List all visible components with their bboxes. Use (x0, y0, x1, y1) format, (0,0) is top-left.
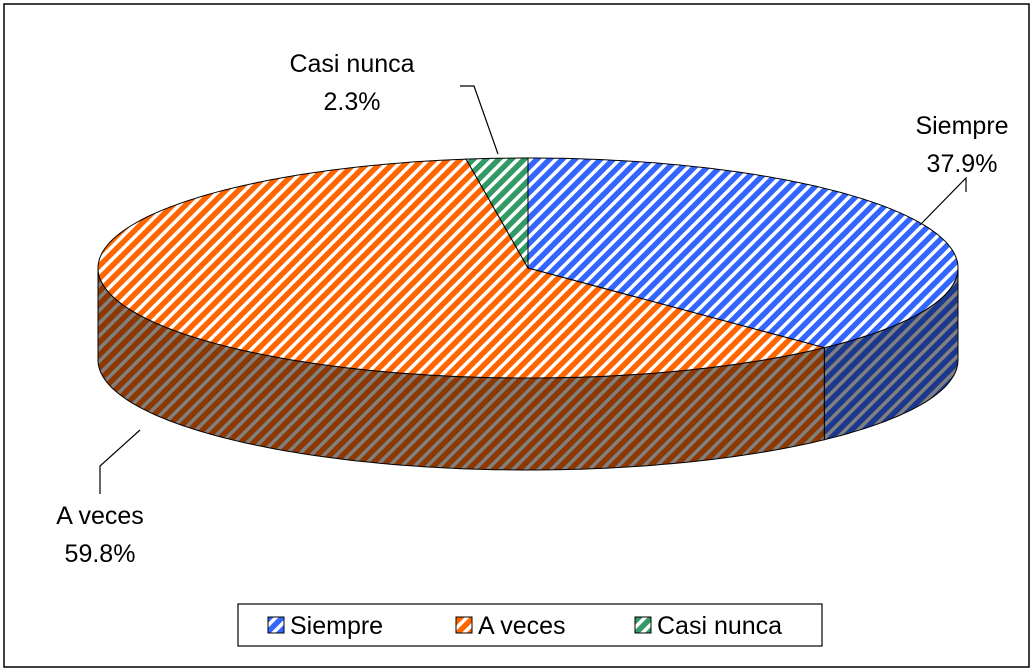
data-label-name: A veces (56, 502, 144, 530)
pie (97, 157, 959, 471)
data-label-name: Siempre (915, 112, 1008, 140)
pie-slice (527, 157, 959, 349)
legend-label: Siempre (290, 612, 383, 640)
leader-line (919, 176, 967, 226)
data-label-name: Casi nunca (289, 50, 414, 78)
pie-slice (465, 157, 529, 270)
legend-label: Casi nunca (657, 612, 782, 640)
leader-line (460, 85, 499, 155)
legend-box (237, 603, 823, 647)
legend-label: A veces (478, 612, 566, 640)
labels: Siempre 37.9% A veces 59.8% Casi nunca 2.3% (56, 50, 1008, 568)
legend-swatch (455, 616, 473, 634)
data-label-value: 37.9% (927, 150, 998, 178)
legend-swatch (634, 616, 652, 634)
leader-line (99, 429, 141, 494)
data-label-value: 2.3% (324, 88, 381, 116)
pie-slice (97, 158, 825, 379)
legend-swatch (267, 616, 285, 634)
data-label-value: 59.8% (65, 540, 136, 568)
legend: Siempre A veces Casi nunca (267, 612, 782, 640)
